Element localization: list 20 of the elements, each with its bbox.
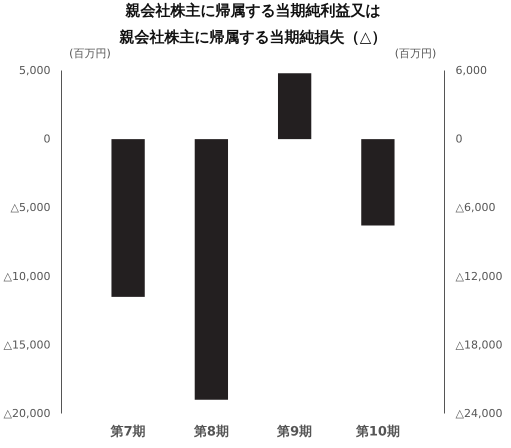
y2-tick-label: △6,000 bbox=[456, 201, 496, 214]
x-tick-label: 第10期 bbox=[354, 424, 400, 440]
chart-subtitle: 親会社株主に帰属する当期純損失（△） bbox=[118, 28, 386, 46]
y-tick-label: △10,000 bbox=[4, 270, 51, 283]
x-tick-label: 第7期 bbox=[110, 424, 146, 440]
y2-axis-title: (百万円) bbox=[394, 47, 436, 60]
y-tick-label: 5,000 bbox=[19, 64, 51, 77]
y-axis-title: (百万円) bbox=[69, 47, 111, 60]
y-tick-label: △5,000 bbox=[10, 201, 51, 214]
y2-tick-label: △24,000 bbox=[456, 407, 502, 420]
y2-tick-label: △12,000 bbox=[456, 270, 502, 283]
y2-tick-label: △18,000 bbox=[456, 338, 502, 352]
chart-title: 親会社株主に帰属する当期純利益又は bbox=[124, 2, 380, 20]
y-tick-label: △15,000 bbox=[4, 338, 51, 352]
y-tick-label: 0 bbox=[44, 132, 50, 146]
y2-tick-label: 6,000 bbox=[456, 64, 487, 77]
y-tick-label: △20,000 bbox=[4, 407, 51, 420]
y2-tick-label: 0 bbox=[456, 132, 462, 146]
x-tick-label: 第9期 bbox=[276, 424, 312, 440]
x-tick-label: 第8期 bbox=[192, 424, 229, 440]
